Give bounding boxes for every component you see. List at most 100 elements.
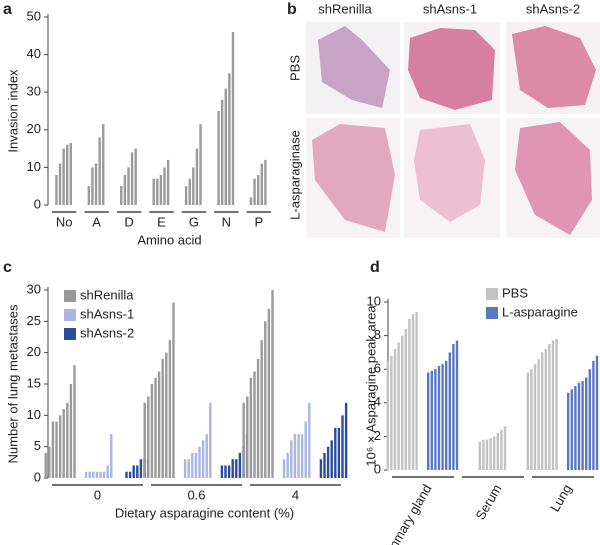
bar <box>242 402 245 478</box>
bar <box>187 459 190 478</box>
x-tick-label: P <box>254 214 263 229</box>
bar <box>134 148 137 205</box>
bar <box>194 452 198 478</box>
bar <box>91 167 94 205</box>
legend-label: L-asparagine <box>502 304 578 319</box>
bar <box>308 402 311 478</box>
bar <box>154 377 157 478</box>
bar <box>130 152 134 205</box>
bar <box>209 402 212 478</box>
bar <box>62 148 65 205</box>
bar <box>551 340 555 470</box>
bar <box>168 340 172 478</box>
bar <box>58 163 62 205</box>
bar <box>448 352 451 470</box>
bar <box>120 186 123 205</box>
y-tick-label: 10 <box>367 293 381 308</box>
bar <box>260 163 263 205</box>
bar <box>249 197 253 205</box>
y-tick-label: 0 <box>374 461 381 476</box>
x-tick-label: N <box>222 214 231 229</box>
bar <box>319 459 323 478</box>
bar <box>271 290 274 478</box>
bar <box>66 144 69 205</box>
bar <box>92 471 95 478</box>
bar <box>478 441 481 470</box>
legend-swatch <box>486 288 498 300</box>
bar <box>530 369 533 470</box>
panel-letter: c <box>3 259 12 276</box>
bar <box>286 452 289 478</box>
bar <box>496 433 499 470</box>
panel-letter: b <box>287 1 297 18</box>
bar <box>102 124 105 205</box>
bar <box>330 440 333 478</box>
x-tick-label: Serum <box>472 482 504 523</box>
bar <box>253 178 256 205</box>
bar <box>188 178 191 205</box>
bar <box>183 459 187 478</box>
bar <box>344 402 348 478</box>
bar <box>44 452 47 478</box>
y-tick-label: 20 <box>27 344 41 359</box>
bar <box>326 446 330 478</box>
bar <box>88 471 91 478</box>
bar <box>69 142 73 205</box>
column-label: shRenilla <box>318 1 372 16</box>
bar <box>165 352 168 478</box>
panel-letter: a <box>3 1 12 18</box>
bar <box>98 137 101 205</box>
y-tick-label: 20 <box>27 121 41 136</box>
bar <box>570 389 573 470</box>
bar <box>323 452 326 478</box>
bar <box>231 32 235 205</box>
bar <box>143 402 146 478</box>
bar <box>220 465 224 478</box>
bar <box>341 415 344 478</box>
legend-swatch <box>486 307 498 319</box>
histology <box>306 22 600 238</box>
legend-swatch <box>64 309 76 321</box>
bar <box>427 372 430 470</box>
bar <box>393 349 397 470</box>
bar <box>264 321 267 478</box>
bar <box>217 111 220 205</box>
y-tick-label: 25 <box>27 313 41 328</box>
bar <box>401 335 404 470</box>
legend-label: shRenilla <box>80 287 134 302</box>
bar <box>445 360 448 470</box>
bar <box>300 434 304 478</box>
x-tick-label: 0 <box>94 487 101 502</box>
bar <box>195 148 199 205</box>
bar <box>224 465 227 478</box>
y-axis-label: 10⁶ × Asparagine peak area <box>363 305 378 467</box>
panel-letter: d <box>370 259 380 276</box>
bar <box>541 352 544 470</box>
bar <box>253 371 256 478</box>
bar <box>581 380 584 470</box>
x-axis-label: Amino acid <box>137 232 201 247</box>
bar <box>533 364 537 470</box>
bar <box>526 372 529 470</box>
bar <box>297 434 300 478</box>
bar <box>592 360 595 470</box>
x-tick-label: Mammary gland <box>375 482 435 545</box>
row-label: PBS <box>287 55 302 81</box>
bar <box>51 421 55 478</box>
y-tick-label: 10 <box>27 407 41 422</box>
bar <box>489 438 492 470</box>
bar <box>246 396 249 478</box>
x-tick-label: Lung <box>547 482 574 515</box>
bar <box>161 358 164 478</box>
x-tick-label: 0.6 <box>187 487 205 502</box>
x-tick-label: G <box>189 214 199 229</box>
bar <box>386 360 389 470</box>
y-tick-label: 0 <box>34 196 41 211</box>
bar <box>434 369 437 470</box>
bar <box>238 452 242 478</box>
bar <box>66 402 69 478</box>
bar <box>577 382 581 470</box>
bar <box>503 426 507 470</box>
bar <box>157 371 161 478</box>
